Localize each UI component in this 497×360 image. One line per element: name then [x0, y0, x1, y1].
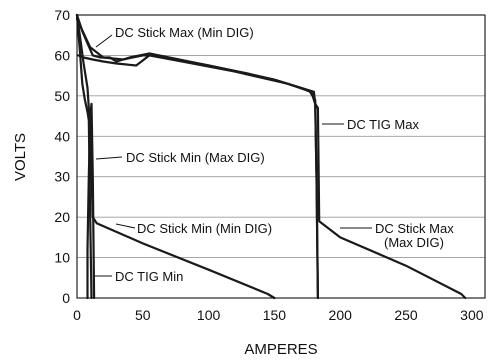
annotation-stick-max: DC Stick Max — [375, 221, 454, 236]
annotation-stick-max-min-dig: DC Stick Max (Min DIG) — [115, 25, 254, 40]
series-line-dc-tig-min — [86, 102, 96, 300]
x-tick-label: 150 — [263, 307, 287, 323]
y-tick-label: 50 — [54, 88, 70, 104]
annotation-max-dig: (Max DIG) — [384, 235, 444, 250]
x-tick-label: 100 — [197, 307, 221, 323]
leader-stick-min-min-dig — [115, 223, 136, 229]
y-tick-label: 60 — [54, 47, 70, 63]
leader-stick-min-max-dig — [95, 156, 123, 160]
annotation-stick-min-min-dig: DC Stick Min (Min DIG) — [137, 221, 272, 236]
series-line-dc-tig-max — [77, 54, 319, 300]
leader-stick-max-min-dig — [95, 34, 113, 48]
x-tick-label: 200 — [329, 307, 353, 323]
x-tick-label: 250 — [394, 307, 418, 323]
y-tick-label: 40 — [54, 128, 70, 144]
annotation-tig-min: DC TIG Min — [115, 269, 183, 284]
annotation-stick-min-max-dig: DC Stick Min (Max DIG) — [126, 150, 265, 165]
annotation-tig-max: DC TIG Max — [347, 117, 419, 132]
curves — [75, 13, 467, 300]
y-tick-label: 20 — [54, 209, 70, 225]
y-tick-label: 30 — [54, 169, 70, 185]
x-axis-label: AMPERES — [244, 341, 317, 358]
y-tick-label: 70 — [54, 7, 70, 23]
tick-labels: 0 10 20 30 40 50 60 70 0 50 100 150 200 250 300 — [54, 7, 483, 323]
x-tick-label: 300 — [460, 307, 484, 323]
series-line-dc-stick-min-max-dig — [75, 13, 93, 300]
y-tick-label: 0 — [62, 290, 70, 306]
x-tick-label: 50 — [135, 307, 151, 323]
plot-frame — [76, 14, 486, 299]
x-tick-label: 0 — [73, 307, 81, 323]
y-tick-label: 10 — [54, 250, 70, 266]
y-axis-label: VOLTS — [12, 133, 29, 181]
